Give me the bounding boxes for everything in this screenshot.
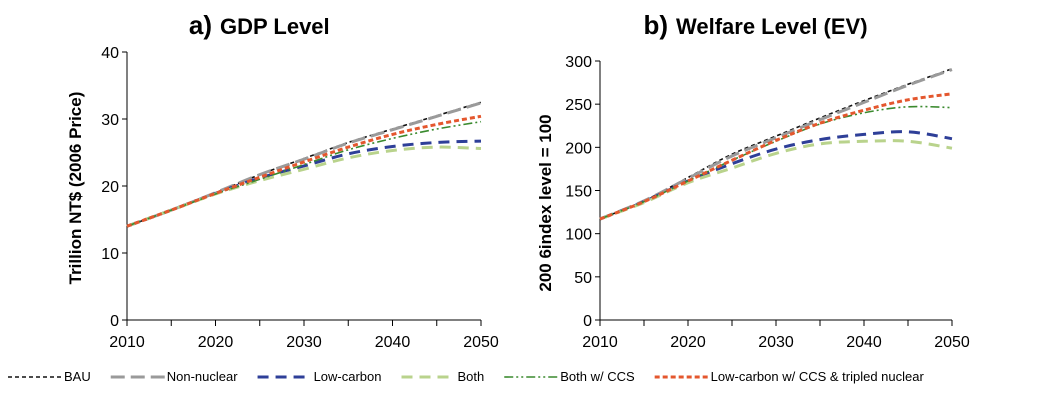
panel-b-x-tick-label: 2020 bbox=[670, 334, 706, 351]
panel-b-x-tick-label: 2030 bbox=[758, 334, 794, 351]
panel-b-y-tick-label: 100 bbox=[565, 227, 592, 244]
panel-b-y-tick-label: 50 bbox=[574, 270, 592, 287]
panel-b-x-tick-label: 2010 bbox=[582, 334, 618, 351]
panel-b-title: Welfare Level (EV) bbox=[676, 14, 868, 39]
panel-b-y-axis-label: 200 6index level = 100 bbox=[536, 114, 555, 291]
legend-item-both-w-ccs: Both w/ CCS bbox=[504, 369, 635, 384]
panel-b-y-tick-label: 0 bbox=[583, 313, 592, 330]
panel-a-x-tick-label: 2030 bbox=[286, 334, 322, 351]
panel-a-y-tick-label: 0 bbox=[110, 313, 119, 330]
legend-label-both-w-ccs: Both w/ CCS bbox=[560, 369, 635, 384]
panel-a-x-tick-label: 2010 bbox=[109, 334, 145, 351]
panel-a-y-axis-label: Trillion NT$ (2006 Price) bbox=[66, 92, 85, 285]
panel-a-series-both-w-ccs bbox=[126, 120, 482, 227]
panel-a-title-letter: a) bbox=[189, 10, 212, 40]
legend-label-low-carbon: Low-carbon bbox=[314, 369, 382, 384]
legend-label-low-carbon-w-ccs-tripled-nuclear: Low-carbon w/ CCS & tripled nuclear bbox=[711, 369, 925, 384]
panel-b-x-tick-label: 2040 bbox=[846, 334, 882, 351]
panel-b-plot-area: 0 50 100 150 200 250 300 2010 2020 2030 2040 2050 bbox=[565, 54, 970, 351]
panel-a-x-tick-label: 2040 bbox=[375, 334, 411, 351]
legend-label-bau: BAU bbox=[64, 369, 91, 384]
panel-b-title-letter: b) bbox=[643, 10, 668, 40]
legend-label-both: Both bbox=[458, 369, 485, 384]
panel-b-y-tick-label: 250 bbox=[565, 97, 592, 114]
legend-item-low-carbon: Low-carbon bbox=[257, 369, 382, 384]
panel-b-series-both bbox=[599, 139, 953, 221]
legend-item-non-nuclear: Non-nuclear bbox=[110, 369, 238, 384]
panel-a-series-low-carbon-w-ccs-tripled-nuclear bbox=[126, 114, 482, 228]
panel-a-y-tick-label: 10 bbox=[101, 246, 119, 263]
legend-label-non-nuclear: Non-nuclear bbox=[167, 369, 238, 384]
legend-item-low-carbon-w-ccs-tripled-nuclear: Low-carbon w/ CCS & tripled nuclear bbox=[654, 369, 925, 384]
panel-b-y-tick-label: 300 bbox=[565, 54, 592, 71]
panel-a-x-tick-label: 2050 bbox=[463, 334, 499, 351]
panel-a-series-low-carbon bbox=[126, 139, 482, 228]
panel-b-series-low-carbon bbox=[599, 130, 953, 221]
panel-b-y-tick-label: 150 bbox=[565, 184, 592, 201]
panel-b-series-low-carbon-w-ccs-tripled-nuclear bbox=[599, 92, 953, 221]
panel-b: b) Welfare Level (EV) 200 6index level =… bbox=[536, 10, 970, 351]
panel-b-x-tick-label: 2050 bbox=[934, 334, 970, 351]
legend: BAU Non-nuclear Low-carbon Both Both w/ CCS L… bbox=[8, 369, 924, 384]
panel-a-y-tick-label: 30 bbox=[101, 112, 119, 129]
panel-a: a) GDP Level Trillion NT$ (2006 Price) 0… bbox=[66, 10, 499, 351]
panel-b-series-both-w-ccs bbox=[599, 105, 953, 220]
legend-item-both: Both bbox=[401, 369, 485, 384]
panel-a-y-tick-label: 40 bbox=[101, 45, 119, 62]
legend-item-bau: BAU bbox=[8, 369, 91, 384]
panel-b-y-tick-label: 200 bbox=[565, 140, 592, 157]
panel-a-x-tick-label: 2020 bbox=[198, 334, 234, 351]
panel-a-y-tick-label: 20 bbox=[101, 179, 119, 196]
panel-a-title: GDP Level bbox=[220, 14, 330, 39]
